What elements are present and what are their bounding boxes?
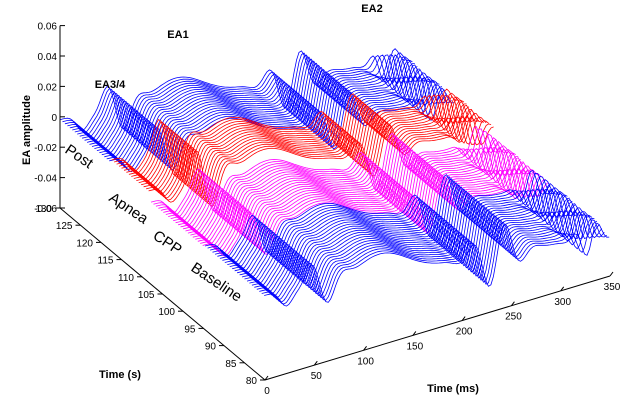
y-tick-label: 105: [138, 290, 155, 301]
y-tick-label: 130: [35, 204, 52, 215]
x-tick-label: 350: [604, 282, 621, 293]
trace-line: [114, 92, 460, 179]
y-tick-label: 90: [205, 342, 217, 353]
trace-line: [264, 222, 610, 307]
trace-line: [200, 167, 546, 255]
z-tick-label: 0.02: [38, 82, 58, 93]
trace-line: [126, 95, 472, 189]
labels-group: 0501001502002503003508085909510010511011…: [21, 3, 621, 397]
axes-group: [55, 25, 614, 381]
trace-line: [254, 210, 600, 299]
z-tick-label: -0.04: [34, 174, 57, 185]
x-tick-label: 150: [407, 341, 424, 352]
trace-line: [143, 115, 489, 203]
z-tick-label: -0.06: [34, 204, 57, 215]
z-tick-label: -0.02: [34, 143, 57, 154]
wave-annotation: EA2: [361, 3, 382, 15]
x-tick-mark: [363, 345, 367, 351]
x-tick-mark: [511, 301, 515, 307]
trace-line: [249, 209, 595, 295]
trace-line: [141, 116, 487, 201]
x-tick-mark: [313, 360, 318, 366]
z-tick-label: 0.04: [38, 52, 58, 63]
x-tick-mark: [412, 331, 417, 336]
trace-line: [96, 75, 443, 162]
z-tick-label: 0: [51, 113, 57, 124]
trace-line: [138, 112, 484, 199]
trace-line: [261, 219, 607, 305]
trace-line: [99, 76, 445, 164]
trace-line: [123, 94, 470, 187]
y-tick-label: 115: [98, 256, 114, 267]
x-tick-label: 50: [311, 371, 323, 382]
trace-line: [121, 94, 467, 185]
z-tick-label: 0.06: [38, 22, 58, 33]
trace-line: [192, 167, 539, 249]
trace-line: [256, 213, 603, 301]
x-tick-mark: [560, 286, 565, 292]
y-tick-label: 80: [246, 376, 258, 387]
x-axis-line: [264, 275, 611, 381]
y-tick-label: 85: [225, 359, 237, 370]
x-tick-mark: [609, 271, 614, 277]
trace-line: [104, 81, 450, 169]
x-tick-label: 250: [505, 312, 522, 323]
y-axis-title: Time (s): [99, 369, 141, 381]
y-tick-label: 120: [76, 238, 93, 249]
trace-line: [133, 104, 479, 195]
wave-annotation: EA3/4: [95, 79, 126, 91]
z-axis-title: EA amplitude: [21, 95, 33, 165]
trace-line: [106, 83, 452, 171]
trace-line: [116, 94, 462, 181]
trace-line: [195, 168, 541, 251]
trace-line: [145, 115, 492, 205]
x-axis-title: Time (ms): [427, 383, 479, 395]
x-tick-label: 200: [456, 327, 473, 338]
trace-line: [197, 167, 543, 253]
trace-line: [111, 88, 457, 177]
x-tick-label: 100: [357, 356, 374, 367]
trace-line: [251, 209, 598, 297]
phase-label: CPP: [150, 227, 185, 258]
trace-line: [109, 87, 455, 173]
wave-annotation: EA1: [167, 29, 188, 41]
x-tick-label: 0: [264, 386, 270, 397]
trace-line: [94, 75, 440, 160]
trace-line: [101, 79, 448, 166]
trace-line: [190, 165, 536, 247]
trace-line: [187, 161, 533, 245]
phase-label: Baseline: [188, 259, 245, 305]
phase-label: Apnea: [106, 189, 152, 228]
trace-line: [136, 108, 482, 197]
trace-group: [59, 48, 610, 307]
x-tick-mark: [264, 375, 269, 381]
y-tick-label: 125: [56, 221, 73, 232]
trace-line: [131, 100, 477, 193]
x-tick-label: 300: [554, 297, 571, 308]
phase-label: Post: [62, 141, 97, 172]
trace-line: [202, 169, 548, 257]
trace-line: [128, 97, 475, 191]
x-tick-mark: [461, 316, 466, 321]
y-tick-label: 95: [184, 324, 196, 335]
trace-line: [118, 94, 465, 183]
y-tick-label: 100: [158, 307, 175, 318]
trace-line: [259, 216, 605, 303]
y-tick-label: 110: [118, 273, 134, 284]
